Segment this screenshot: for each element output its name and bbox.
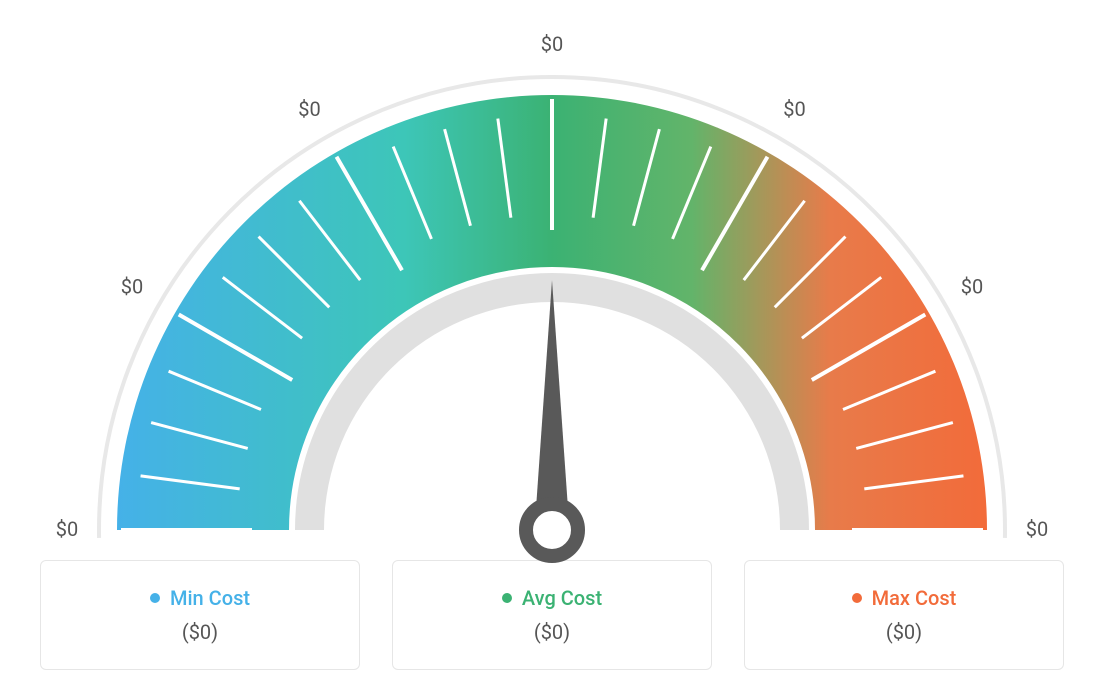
gauge-tick-label: $0 <box>783 97 805 121</box>
gauge-needle <box>534 280 569 533</box>
avg-cost-dot <box>502 593 512 603</box>
gauge-tick-label: $0 <box>1026 517 1048 541</box>
gauge-hub <box>526 504 578 556</box>
avg-cost-title: Avg Cost <box>502 586 602 610</box>
gauge-tick-label: $0 <box>298 97 320 121</box>
avg-cost-label: Avg Cost <box>522 586 602 610</box>
avg-cost-value: ($0) <box>534 620 570 644</box>
gauge-svg: $0 $0 $0 $0 $0 $0 $0 <box>0 10 1104 570</box>
avg-cost-card: Avg Cost ($0) <box>392 560 712 670</box>
max-cost-card: Max Cost ($0) <box>744 560 1064 670</box>
min-cost-title: Min Cost <box>150 586 250 610</box>
min-cost-value: ($0) <box>182 620 218 644</box>
max-cost-title: Max Cost <box>852 586 957 610</box>
max-cost-label: Max Cost <box>872 586 957 610</box>
gauge-chart: $0 $0 $0 $0 $0 $0 $0 <box>0 0 1104 560</box>
min-cost-card: Min Cost ($0) <box>40 560 360 670</box>
gauge-tick-label: $0 <box>56 517 78 541</box>
max-cost-value: ($0) <box>886 620 922 644</box>
min-cost-label: Min Cost <box>170 586 250 610</box>
max-cost-dot <box>852 593 862 603</box>
legend-cards-row: Min Cost ($0) Avg Cost ($0) Max Cost ($0… <box>0 560 1104 670</box>
gauge-tick-label: $0 <box>121 275 143 299</box>
gauge-tick-label: $0 <box>961 275 983 299</box>
gauge-tick-label: $0 <box>541 32 563 56</box>
min-cost-dot <box>150 593 160 603</box>
